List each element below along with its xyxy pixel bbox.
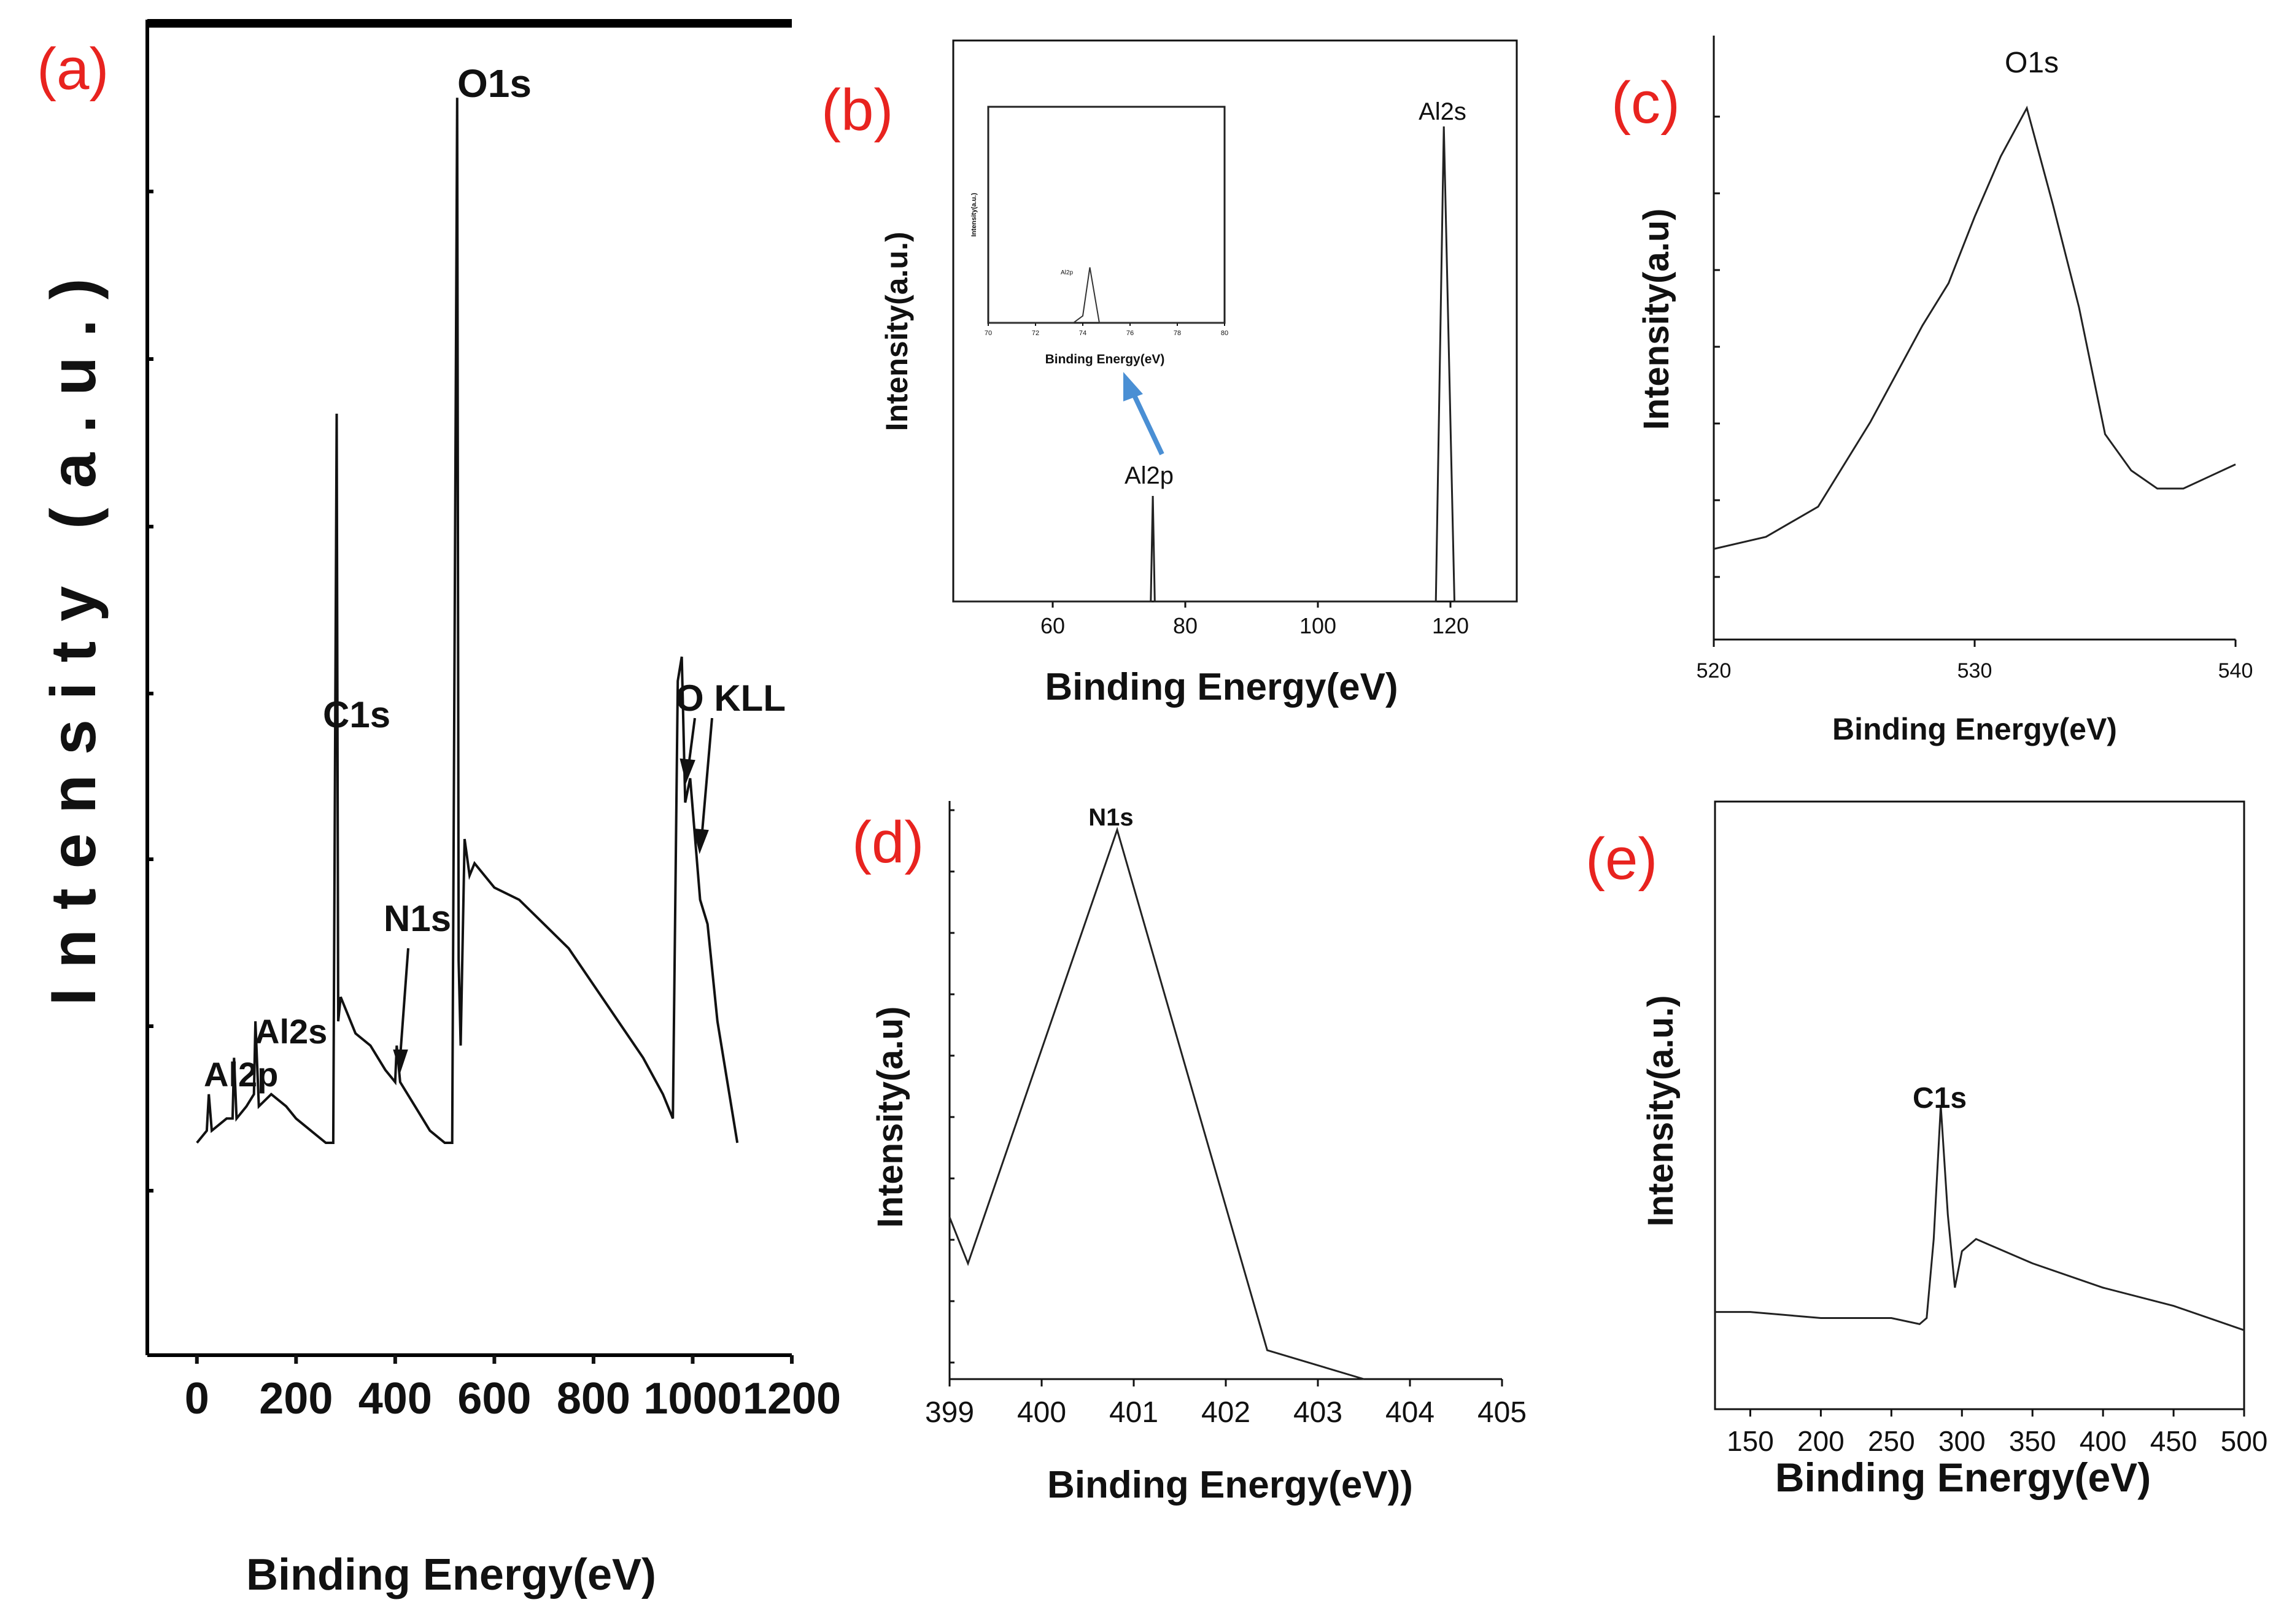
panel-d-xtick-label: 404 — [1385, 1396, 1434, 1429]
panel-b: (b) Intensity(a.u.) Binding Energy(eV) 6… — [821, 39, 1518, 708]
panel-d-xtick-group: 399 400 401 402 403 404 405 — [925, 1379, 1527, 1429]
panel-e-xtick-label: 350 — [2009, 1425, 2056, 1457]
panel-d-xlabel: Binding Energy(eV)) — [1047, 1464, 1413, 1506]
panel-d-letter: (d) — [852, 810, 924, 875]
panel-e-xtick-label: 400 — [2080, 1425, 2127, 1457]
panel-c-xtick-group: 520 530 540 — [1697, 640, 2253, 682]
panel-b-inset-arrow — [1123, 372, 1164, 455]
panel-b-label-al2s: Al2s — [1419, 98, 1466, 125]
panel-a-xtick-label: 400 — [358, 1374, 432, 1423]
panel-a-label-o1s: O1s — [457, 61, 532, 106]
panel-c-letter: (c) — [1611, 70, 1680, 136]
panel-e-xtick-label: 300 — [1938, 1425, 1986, 1457]
panel-d-ylabel: Intensity(a.u) — [870, 1007, 910, 1228]
panel-a-label-al2p: Al2p — [204, 1055, 278, 1094]
panel-c-xlabel: Binding Energy(eV) — [1832, 712, 2117, 746]
panel-c-y-ticks — [1714, 115, 1720, 578]
panel-d-series-n1s — [948, 827, 1365, 1380]
panel-e-ylabel: Intensity(a.u.) — [1641, 995, 1681, 1226]
panel-a-xtick-label: 1000 — [643, 1374, 741, 1423]
panel-a-label-okll: O KLL — [675, 678, 786, 719]
panel-a-xtick-group: 0 200 400 600 800 1000 1200 — [185, 1355, 841, 1423]
panel-b-inset-xtick-label: 74 — [1079, 330, 1086, 337]
panel-b-inset-label-al2p: Al2p — [1061, 269, 1073, 276]
panel-e-xtick-label: 500 — [2221, 1425, 2268, 1457]
panel-d-label-n1s: N1s — [1088, 804, 1133, 831]
panel-a-xlabel: Binding Energy(eV) — [246, 1550, 656, 1599]
panel-a-y-ticks — [147, 190, 153, 1193]
panel-b-xlabel: Binding Energy(eV) — [1045, 666, 1398, 708]
panel-e-frame — [1714, 800, 2245, 1410]
panel-c-ylabel: Intensity(a.u) — [1636, 209, 1676, 430]
panel-b-inset-xtick-label: 80 — [1221, 330, 1228, 337]
panel-c-xtick-label: 540 — [2218, 659, 2253, 682]
panel-a-xtick-label: 800 — [557, 1374, 630, 1423]
panel-b-letter: (b) — [821, 77, 893, 143]
panel-e-xlabel: Binding Energy(eV) — [1775, 1455, 2151, 1500]
panel-b-inset-xlabel: Binding Energy(eV) — [1045, 352, 1165, 366]
panel-b-series-al — [953, 126, 1517, 603]
panel-a-xtick-label: 0 — [185, 1374, 209, 1423]
panel-d: (d) Intensity(a.u) Binding Energy(eV)) 3… — [852, 801, 1527, 1506]
panel-b-inset-ylabel: Intensity(a.u.) — [970, 193, 978, 237]
panel-c-xtick-label: 530 — [1957, 659, 1992, 682]
panel-e-xtick-label: 150 — [1727, 1425, 1774, 1457]
panel-b-xtick-label: 80 — [1173, 613, 1198, 638]
panel-e-xtick-label: 450 — [2150, 1425, 2197, 1457]
panel-d-y-ticks — [950, 809, 954, 1364]
panel-a: (a) Intensity (a.u.) Binding Energy(eV) … — [37, 19, 841, 1599]
panel-b-inset-xtick-label: 78 — [1174, 330, 1181, 337]
panel-c: (c) Intensity(a.u) Binding Energy(eV) 52… — [1611, 36, 2253, 746]
panel-d-xtick-label: 405 — [1477, 1396, 1527, 1429]
panel-e-xtick-group: 150 200 250 300 350 400 450 500 — [1727, 1409, 2267, 1457]
panel-a-label-al2s: Al2s — [255, 1012, 327, 1051]
panel-e-label-c1s: C1s — [1913, 1082, 1967, 1115]
panel-a-xtick-label: 200 — [259, 1374, 333, 1423]
panel-b-label-al2p: Al2p — [1125, 462, 1174, 489]
panel-d-xtick-label: 400 — [1017, 1396, 1066, 1429]
panel-e-letter: (e) — [1585, 826, 1657, 892]
panel-b-inset-xtick-group: 70 72 74 76 78 80 — [985, 323, 1228, 337]
panel-a-xtick-label: 600 — [457, 1374, 531, 1423]
panel-e: (e) Intensity(a.u.) Binding Energy(eV) 1… — [1585, 800, 2267, 1500]
panel-e-xtick-label: 250 — [1868, 1425, 1915, 1457]
panel-d-xtick-label: 401 — [1109, 1396, 1158, 1429]
panel-a-ylabel: Intensity (a.u.) — [38, 259, 109, 1006]
panel-b-ylabel: Intensity(a.u.) — [880, 231, 914, 431]
panel-a-annotation-arrows — [393, 717, 713, 1073]
panel-b-inset-xtick-label: 76 — [1126, 330, 1134, 337]
panel-a-series-survey — [196, 98, 739, 1144]
panel-d-xtick-label: 402 — [1201, 1396, 1250, 1429]
panel-a-label-c1s: C1s — [323, 694, 390, 735]
panel-e-series-c1s — [1715, 1105, 2245, 1331]
panel-c-xtick-label: 520 — [1697, 659, 1732, 682]
panel-a-xtick-label: 1200 — [743, 1374, 841, 1423]
panel-d-xtick-label: 399 — [925, 1396, 974, 1429]
panel-c-label-o1s: O1s — [2005, 47, 2059, 79]
panel-b-xtick-label: 60 — [1040, 613, 1065, 638]
panel-d-xtick-label: 403 — [1293, 1396, 1342, 1429]
panel-e-xtick-label: 200 — [1797, 1425, 1845, 1457]
panel-a-label-n1s: N1s — [384, 898, 451, 939]
panel-c-series-o1s — [1713, 106, 2236, 550]
panel-b-xtick-label: 100 — [1299, 613, 1336, 638]
panel-b-inset-frame — [987, 106, 1226, 324]
panel-b-xtick-label: 120 — [1432, 613, 1469, 638]
panel-b-inset-xtick-label: 70 — [985, 330, 992, 337]
panel-b-inset-xtick-label: 72 — [1032, 330, 1039, 337]
panel-b-inset-series — [988, 267, 1225, 323]
panel-a-letter: (a) — [37, 36, 109, 102]
panel-b-xtick-group: 60 80 100 120 — [1040, 601, 1469, 638]
